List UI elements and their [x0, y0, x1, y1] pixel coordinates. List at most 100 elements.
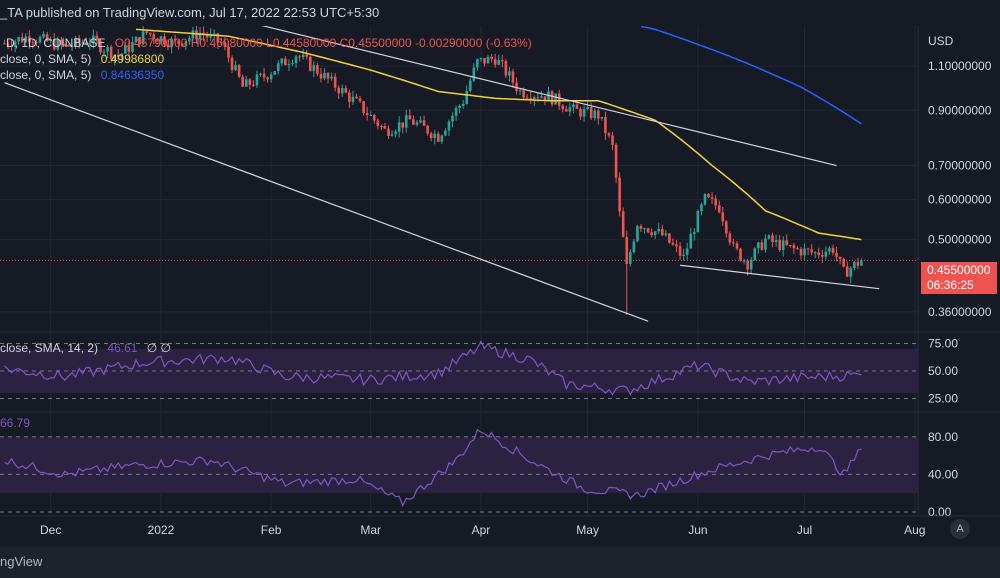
time-tick-label: Aug — [904, 523, 925, 537]
candle-body — [35, 42, 38, 44]
candle-body — [518, 90, 522, 92]
candle-body — [806, 248, 810, 250]
candle-body — [831, 247, 835, 253]
candle-body — [131, 42, 134, 52]
candle-body — [156, 38, 159, 42]
publish-bar: _TA published on TradingView.com, Jul 17… — [0, 0, 1000, 26]
ohlc-values: O0.45790000 H0.46080000 L0.44580000 C0.4… — [114, 36, 532, 50]
candle-body — [220, 42, 223, 44]
price-chart[interactable]: 1.10000000 0.90000000 0.70000000 0.60000000… — [0, 26, 1000, 546]
candle-body — [732, 242, 735, 244]
rsi-tick-label: 75.00 — [928, 337, 958, 351]
candle-body — [433, 133, 437, 139]
candle-body — [639, 226, 643, 229]
ma1-legend: close, 0, SMA, 5) 0.49986800 — [0, 52, 164, 66]
rsi-value: 46.61 — [107, 341, 138, 355]
candle-body — [664, 233, 668, 236]
candle-body — [415, 122, 419, 125]
time-tick-label: May — [576, 523, 599, 537]
candle-body — [145, 31, 148, 33]
candle-body — [689, 233, 693, 249]
candle-body — [629, 252, 632, 264]
candle-body — [323, 72, 326, 79]
candle-body — [412, 119, 415, 125]
candle-body — [369, 114, 373, 116]
candle-body — [216, 33, 220, 43]
candle-body — [319, 73, 323, 79]
current-price-badge: 0.45500000 06:36:25 — [921, 262, 997, 294]
candle-body — [56, 39, 60, 50]
candle-body — [17, 37, 20, 42]
candle-body — [508, 71, 511, 76]
candle-body — [230, 57, 234, 71]
candle-body — [853, 261, 856, 269]
candle-body — [536, 97, 540, 99]
candle-body — [436, 133, 440, 142]
candle-body — [682, 254, 685, 256]
candle-body — [106, 46, 109, 52]
candle-body — [500, 60, 504, 62]
candle-body — [454, 108, 458, 116]
candle-body — [252, 84, 255, 86]
ma2-legend: close, 0, SMA, 5) 0.84636350 — [0, 68, 164, 82]
candle-body — [401, 122, 405, 128]
candle-body — [20, 37, 24, 42]
candle-body — [472, 67, 476, 81]
candle-body — [817, 252, 821, 256]
candle-body — [255, 74, 259, 86]
osc-legend: 66.79 — [0, 416, 30, 430]
candle-body — [426, 125, 429, 134]
auto-scale-button[interactable]: A — [950, 519, 970, 539]
candle-body — [337, 87, 341, 94]
time-axis: Dec 2022 Feb Mar Apr May Jun Jul Aug — [0, 515, 1000, 537]
currency-label: USD — [928, 34, 954, 48]
price-tick-label: 0.70000000 — [928, 159, 992, 173]
rsi-line — [4, 340, 862, 396]
candle-body — [486, 56, 490, 64]
candle-body — [607, 133, 611, 136]
candle-body — [611, 135, 614, 145]
candle-body — [774, 239, 778, 242]
candle-body — [532, 97, 536, 100]
candle-body — [696, 210, 700, 233]
candle-body — [575, 104, 579, 109]
osc-value: 66.79 — [0, 416, 31, 430]
publish-line: _TA published on TradingView.com, Jul 17… — [0, 5, 380, 20]
candle-body — [657, 228, 661, 232]
sma-blue-line — [640, 26, 862, 125]
candle-body — [287, 64, 291, 66]
price-tick-label: 0.50000000 — [928, 233, 992, 247]
candle-body — [614, 144, 618, 178]
candle-body — [116, 54, 120, 57]
time-tick-label: Apr — [472, 523, 491, 537]
candle-body — [223, 42, 227, 47]
candle-body — [497, 60, 501, 65]
candle-body — [511, 71, 515, 83]
candle-body — [177, 40, 180, 44]
candle-body — [618, 177, 621, 212]
candle-body — [397, 122, 401, 132]
candle-body — [646, 228, 650, 233]
price-tick-label: 1.10000000 — [928, 59, 992, 73]
candle-body — [579, 108, 582, 117]
candle-body — [340, 88, 344, 94]
candle-body — [447, 121, 451, 131]
candle-body — [444, 130, 447, 136]
candle-body — [582, 108, 586, 117]
candle-body — [717, 205, 721, 213]
candle-body — [344, 88, 348, 93]
candle-body — [60, 39, 63, 45]
candle-body — [294, 56, 298, 64]
candle-body — [703, 194, 707, 205]
candle-body — [70, 46, 74, 48]
candle-body — [291, 63, 294, 65]
candle-body — [372, 114, 376, 121]
candle-body — [237, 65, 241, 77]
time-tick-label: Mar — [360, 523, 381, 537]
candle-body — [693, 232, 696, 234]
candle-body — [586, 106, 589, 109]
candle-body — [483, 57, 486, 64]
candle-body — [159, 36, 163, 42]
candle-body — [561, 105, 565, 110]
candle-body — [24, 36, 28, 42]
